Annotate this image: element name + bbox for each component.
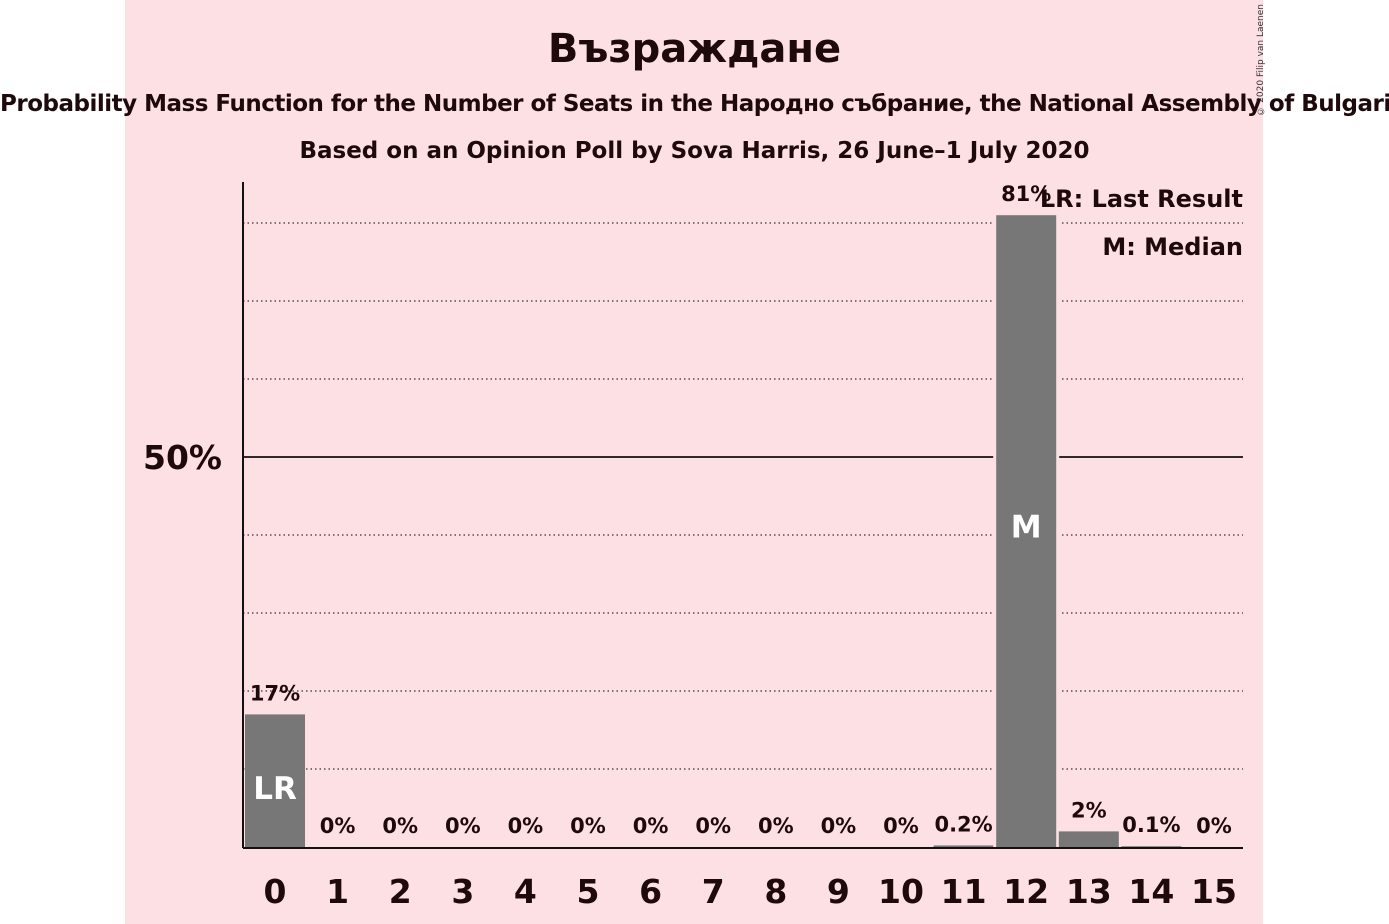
data-label: 0.1% [1122, 813, 1180, 837]
data-label: 0% [570, 814, 606, 838]
data-label: 0.2% [934, 812, 992, 836]
data-label: 0% [758, 814, 794, 838]
data-label: 0% [633, 814, 669, 838]
x-tick-label: 1 [326, 872, 349, 911]
legend-median: M: Median [1102, 233, 1243, 261]
y-tick-label: 50% [143, 438, 222, 477]
x-tick-label: 12 [1003, 872, 1049, 911]
bar [245, 714, 305, 847]
x-tick-label: 7 [702, 872, 725, 911]
data-label: 0% [883, 814, 919, 838]
data-label: 2% [1071, 798, 1107, 822]
x-tick-label: 3 [451, 872, 474, 911]
bar [1058, 831, 1119, 847]
x-tick-label: 6 [639, 872, 662, 911]
data-label: 0% [320, 814, 356, 838]
data-label: 0% [695, 814, 731, 838]
x-tick-label: 8 [764, 872, 787, 911]
bar [933, 845, 994, 847]
chart-background [125, 0, 1263, 924]
bar-marker-label: M [1011, 509, 1042, 545]
data-label: 0% [508, 814, 544, 838]
bar-marker-label: LR [253, 771, 297, 807]
x-tick-label: 0 [264, 872, 287, 911]
x-tick-label: 9 [827, 872, 850, 911]
x-tick-label: 13 [1066, 872, 1112, 911]
chart-subtitle: Probability Mass Function for the Number… [0, 91, 1389, 117]
bar [1121, 846, 1182, 847]
legend-last-result: LR: Last Result [1039, 185, 1243, 213]
data-label: 0% [1196, 814, 1232, 838]
data-label: 0% [821, 814, 857, 838]
data-label: 17% [250, 681, 300, 705]
chart-title: Възраждане [547, 26, 842, 72]
x-tick-label: 10 [878, 872, 924, 911]
x-tick-label: 15 [1191, 872, 1237, 911]
data-label: 0% [382, 814, 418, 838]
bar [996, 215, 1057, 847]
x-tick-label: 4 [514, 872, 537, 911]
x-tick-label: 11 [941, 872, 987, 911]
data-label: 0% [445, 814, 481, 838]
x-tick-label: 5 [577, 872, 600, 911]
data-label: 81% [1001, 182, 1051, 206]
x-tick-label: 2 [389, 872, 412, 911]
x-tick-label: 14 [1128, 872, 1174, 911]
chart-source: Based on an Opinion Poll by Sova Harris,… [299, 138, 1090, 164]
